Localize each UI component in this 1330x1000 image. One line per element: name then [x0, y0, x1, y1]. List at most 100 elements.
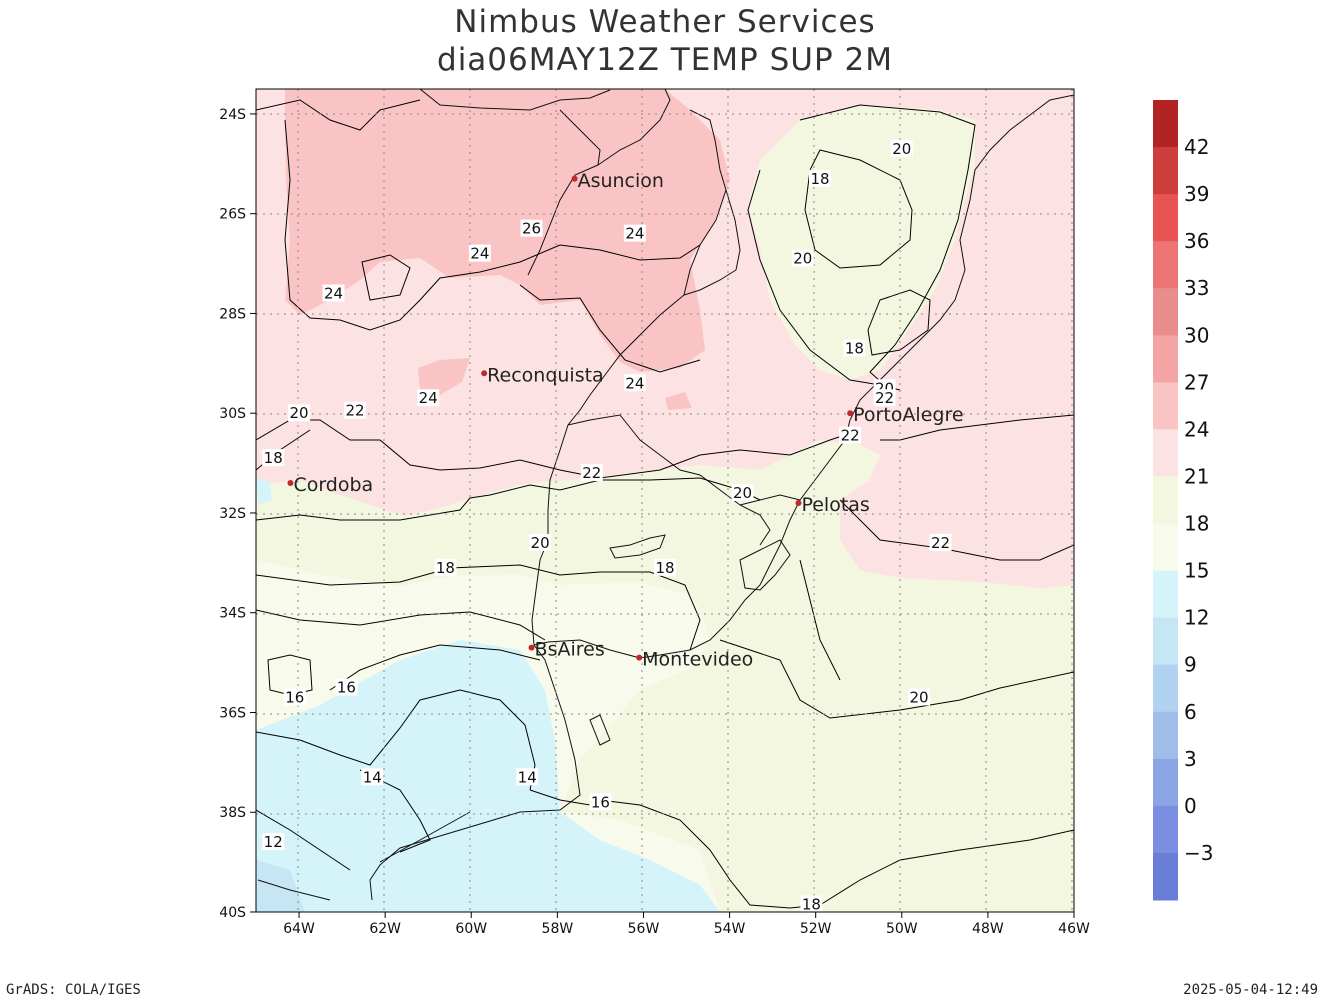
contour-label-bg — [654, 558, 676, 576]
fill-12-15-cordoba — [256, 478, 272, 505]
colorbar-label: 0 — [1184, 794, 1197, 818]
contour-label-bg — [873, 389, 896, 407]
lat-label: 38S — [219, 805, 246, 821]
map-subtitle: dia06MAY12Z TEMP SUP 2M — [437, 42, 893, 78]
contour-label: 16 — [335, 678, 358, 697]
contour-label: 20 — [731, 484, 754, 502]
map-plot-area: 20 18 26 24 24 20 24 18 24 20 22 24 20 22 22 18 22 20 22 20… — [256, 89, 1074, 912]
city-marker: PortoAlegre — [847, 404, 964, 426]
lon-label: 62W — [369, 921, 401, 937]
footer-credit: GrADS: COLA/IGES — [6, 982, 141, 998]
colorbar-swatch — [1153, 382, 1178, 430]
contour-label-text: 24 — [625, 374, 644, 392]
contour-label: 22 — [344, 401, 367, 420]
city-name: Cordoba — [293, 474, 373, 496]
contour-label: 18 — [654, 558, 676, 577]
city-dot — [287, 480, 294, 487]
colorbar-swatch — [1153, 711, 1178, 760]
colorbar-label: 21 — [1184, 464, 1209, 488]
contour-label-text: 22 — [345, 402, 364, 420]
lon-label: 46W — [1058, 921, 1090, 937]
contour-label: 16 — [283, 688, 306, 707]
contour-label-bg — [335, 678, 358, 696]
colorbar-label: 24 — [1184, 417, 1209, 441]
contour-label-bg — [808, 169, 831, 187]
contour-label-text: 20 — [290, 404, 309, 422]
lat-label: 26S — [219, 207, 246, 223]
city-dot — [528, 644, 535, 651]
contour-label-text: 14 — [363, 768, 382, 786]
lon-label: 56W — [628, 921, 660, 937]
colorbar-swatch — [1153, 100, 1178, 148]
colorbar-label: 15 — [1184, 559, 1209, 583]
contour-label-bg — [262, 449, 285, 467]
colorbar-swatch — [1153, 523, 1178, 572]
fill-24-27-c — [665, 392, 692, 410]
contour-label-bg — [516, 768, 539, 786]
contour-label-bg — [929, 533, 952, 551]
contour-label-text: 26 — [522, 220, 541, 238]
lat-label: 30S — [219, 406, 246, 422]
contour-label-text: 20 — [892, 140, 911, 158]
city-name: Montevideo — [642, 649, 753, 671]
contour-label: 20 — [791, 249, 814, 268]
lat-label: 34S — [219, 606, 246, 622]
city-dot — [481, 370, 488, 377]
city-name: Pelotas — [801, 494, 869, 516]
colorbar-swatch — [1153, 570, 1178, 619]
contour-label-text: 16 — [337, 679, 356, 697]
contour-label-bg — [529, 533, 552, 551]
city-marker: Cordoba — [287, 474, 373, 496]
contour-label-text: 22 — [582, 464, 601, 482]
colorbar-label: 39 — [1184, 182, 1209, 206]
contour-label-text: 16 — [285, 689, 304, 707]
lon-label: 52W — [800, 921, 832, 937]
longitude-axis: 64W 62W 60W 58W 56W 54W 52W 50W 48W 46W — [283, 912, 1090, 937]
colorbar-swatch — [1153, 147, 1178, 195]
colorbar-label: 3 — [1184, 747, 1197, 771]
contour-label: 20 — [288, 404, 311, 422]
contour-label-bg — [623, 374, 646, 392]
lon-label: 60W — [455, 921, 487, 937]
city-dot — [571, 175, 578, 182]
colorbar-label: −3 — [1184, 841, 1213, 865]
city-name: Reconquista — [487, 364, 604, 386]
lon-label: 48W — [972, 921, 1004, 937]
contour-label-text: 24 — [419, 389, 438, 407]
fill-24-27-b — [418, 358, 470, 395]
contour-label-bg — [843, 339, 866, 357]
city-name: Asuncion — [578, 170, 664, 192]
contour-label: 18 — [434, 558, 457, 577]
colorbar-swatch — [1153, 664, 1178, 713]
contour-label-text: 18 — [264, 449, 283, 467]
contour-label-text: 20 — [531, 534, 550, 552]
contour-label-text: 12 — [264, 833, 283, 851]
lat-label: 36S — [219, 705, 246, 721]
contour-label-text: 20 — [733, 484, 752, 502]
lon-label: 54W — [714, 921, 746, 937]
contour-label-bg — [908, 688, 931, 706]
contour-label-text: 18 — [810, 170, 829, 188]
map-frame — [255, 88, 1075, 913]
contour-label-bg — [288, 404, 311, 422]
contour-label: 20 — [529, 533, 552, 552]
colorbar-label: 36 — [1184, 229, 1209, 253]
colorbar-label: 12 — [1184, 606, 1209, 630]
city-marker: BsAires — [528, 639, 605, 661]
contour-label-bg — [434, 558, 457, 576]
latitude-axis: 24S 26S 28S 30S 32S 34S 36S 38S 40S — [219, 107, 256, 921]
contour-label-text: 22 — [841, 427, 860, 445]
lon-label: 58W — [542, 921, 574, 937]
city-name: BsAires — [535, 639, 605, 661]
contour-label: 24 — [623, 374, 646, 392]
lat-label: 28S — [219, 306, 246, 322]
lon-label: 64W — [283, 921, 315, 937]
contour-label: 24 — [417, 389, 440, 407]
contour-label: 12 — [262, 833, 285, 851]
contour-label-bg — [283, 688, 306, 706]
contour-label-bg — [791, 249, 814, 267]
lon-label: 50W — [886, 921, 918, 937]
contour-label-bg — [623, 224, 646, 242]
lat-label: 40S — [219, 905, 246, 921]
